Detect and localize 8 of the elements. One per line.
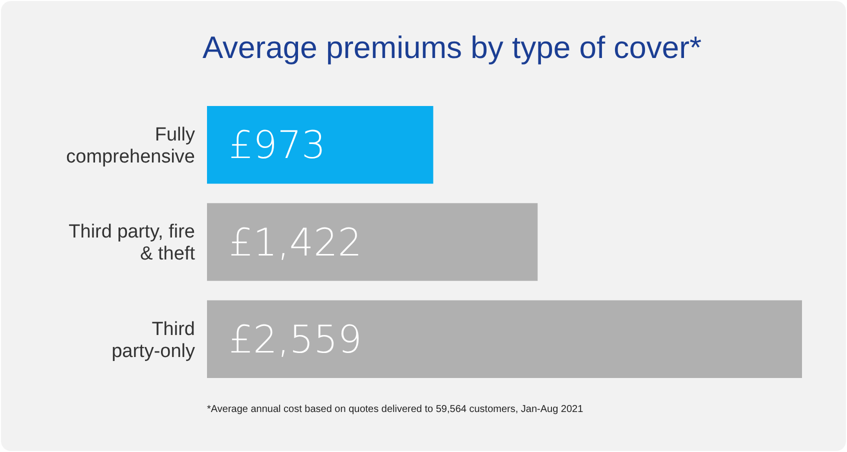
data-label: £2,559 xyxy=(229,317,362,362)
data-label: £1,422 xyxy=(229,220,362,264)
y-tick-label: Third party, fire & theft xyxy=(68,222,196,265)
data-label: £973 xyxy=(229,123,326,168)
chart-title: Average premiums by type of cover* xyxy=(202,30,702,65)
y-tick-label: Third party-only xyxy=(112,318,196,362)
text: *Average annual cost based on quotes delivered to 59,564 customers, Jan-Aug 2021 xyxy=(207,404,584,415)
y-tick-label: Fully comprehensive xyxy=(66,124,196,168)
